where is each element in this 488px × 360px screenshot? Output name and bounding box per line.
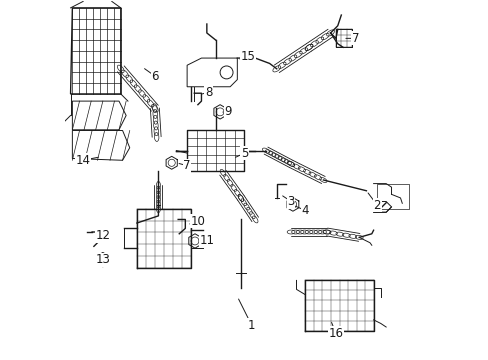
Polygon shape xyxy=(373,202,391,212)
Text: 3: 3 xyxy=(287,195,294,208)
Text: 14: 14 xyxy=(76,154,90,167)
Text: 11: 11 xyxy=(199,234,214,247)
Text: 2: 2 xyxy=(373,199,380,212)
Text: 13: 13 xyxy=(95,253,110,266)
Text: 7: 7 xyxy=(351,32,359,45)
Text: 5: 5 xyxy=(240,147,248,159)
Text: 16: 16 xyxy=(328,327,343,340)
Text: 6: 6 xyxy=(151,69,158,82)
Text: 8: 8 xyxy=(204,86,212,99)
Text: 4: 4 xyxy=(301,204,308,217)
Text: 7: 7 xyxy=(183,159,190,172)
Text: 15: 15 xyxy=(240,50,255,63)
Text: 1: 1 xyxy=(247,319,255,332)
Text: 12: 12 xyxy=(95,229,110,242)
Text: 9: 9 xyxy=(224,105,232,118)
Text: 10: 10 xyxy=(190,215,205,228)
